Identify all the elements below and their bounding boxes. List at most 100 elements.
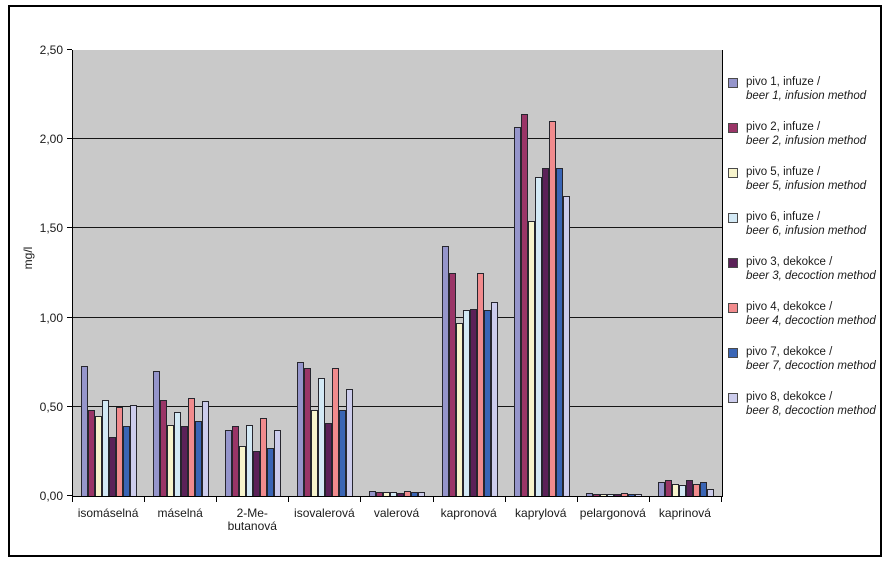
bar	[490, 301, 498, 496]
bar	[109, 437, 117, 496]
bar	[260, 417, 268, 496]
gridline	[73, 227, 722, 229]
bar	[153, 371, 161, 496]
bar-group-4	[289, 50, 361, 496]
bar	[534, 176, 542, 496]
bar	[239, 446, 247, 496]
bar	[102, 399, 110, 496]
bar	[297, 362, 305, 496]
bar	[599, 494, 607, 496]
bar	[202, 401, 210, 496]
bar	[346, 388, 354, 496]
y-tick-mark	[67, 227, 72, 229]
bar-group-5	[361, 50, 433, 496]
bar	[685, 479, 693, 496]
legend-label-czech: pivo 7, dekokce /	[746, 346, 833, 358]
bar	[671, 483, 679, 496]
bar-group-2	[145, 50, 217, 496]
bar	[585, 493, 593, 496]
bar	[455, 322, 463, 496]
bar	[620, 493, 628, 496]
y-tick-label: 2,50	[39, 43, 63, 57]
bar	[369, 490, 377, 496]
y-tick-label: 0,00	[39, 489, 63, 503]
gridline	[73, 316, 722, 318]
bar	[418, 492, 426, 496]
bar	[390, 492, 398, 496]
legend-label-czech: pivo 5, infuze /	[746, 166, 821, 178]
x-category-label: isovalerová	[294, 506, 355, 520]
legend-label-czech: pivo 3, dekokce /	[746, 256, 833, 268]
legend-label-czech: pivo 2, infuze /	[746, 121, 821, 133]
legend-swatch	[728, 78, 738, 88]
x-tick-mark	[360, 497, 362, 502]
x-category-label: kapronová	[440, 506, 497, 520]
y-tick-mark	[67, 49, 72, 50]
x-tick-mark	[721, 497, 722, 502]
legend-swatch	[728, 258, 738, 268]
bar	[548, 121, 556, 496]
bar	[476, 273, 484, 496]
bar	[130, 405, 138, 496]
bar-group-6	[434, 50, 506, 496]
bar	[267, 447, 275, 496]
x-tick-mark	[576, 497, 578, 502]
bar	[304, 367, 312, 496]
legend-item: pivo 6, infuze / beer 6, infusion method	[728, 210, 888, 238]
x-category-label: isomáselná	[77, 506, 139, 520]
bar	[253, 451, 261, 496]
bar	[95, 415, 103, 496]
bar	[555, 167, 563, 496]
legend-swatch	[728, 393, 738, 403]
x-category-label: valerová	[373, 506, 420, 520]
x-tick-mark	[288, 497, 290, 502]
bar	[246, 424, 254, 496]
bar	[188, 397, 196, 496]
bar	[520, 114, 528, 496]
legend-swatch	[728, 348, 738, 358]
x-tick-mark	[144, 497, 146, 502]
legend-label-english: beer 5, infusion method	[746, 180, 867, 192]
bar	[311, 410, 319, 496]
legend-swatch	[728, 213, 738, 223]
legend-item: pivo 5, infuze / beer 5, infusion method	[728, 165, 888, 193]
y-tick-mark	[67, 138, 72, 140]
legend-label-czech: pivo 4, dekokce /	[746, 301, 833, 313]
legend-label-english: beer 2, infusion method	[746, 135, 867, 147]
bar	[123, 426, 131, 496]
x-category-label: 2-Me-butanová	[227, 506, 277, 533]
bar	[527, 221, 535, 496]
y-tick-mark	[67, 405, 72, 407]
bar-group-7	[506, 50, 578, 496]
bar	[318, 378, 326, 496]
gridline	[73, 138, 722, 140]
bar	[562, 196, 570, 496]
x-category-label: pelargonová	[579, 506, 646, 520]
bar-group-3	[217, 50, 289, 496]
bar	[376, 492, 384, 496]
bar	[88, 410, 96, 496]
bar	[483, 310, 491, 496]
legend-item: pivo 2, infuze / beer 2, infusion method	[728, 120, 888, 148]
figure-border: mg/l 0,00 0,50 1,00 1,50 2,00 2,50 isomáselná…	[8, 5, 882, 557]
x-tick-mark	[72, 497, 73, 502]
bar	[627, 494, 635, 496]
y-tick-mark	[67, 316, 72, 318]
y-tick-label: 0,50	[39, 399, 63, 414]
bar	[174, 412, 182, 496]
plot-area	[72, 50, 723, 497]
y-tick-mark	[67, 495, 72, 496]
x-category-label: máselná	[157, 506, 203, 520]
bar-group-9	[650, 50, 722, 496]
bar	[232, 426, 240, 496]
bar	[116, 406, 124, 496]
legend-label-czech: pivo 6, infuze /	[746, 211, 821, 223]
legend-item: pivo 7, dekokce / beer 7, decoction metho…	[728, 345, 888, 373]
bar	[692, 483, 700, 496]
bar	[167, 424, 175, 496]
bar	[441, 246, 449, 496]
legend-label-english: beer 6, infusion method	[746, 225, 867, 237]
legend-label-english: beer 8, decoction method	[746, 405, 876, 417]
legend-item: pivo 4, dekokce / beer 4, decoction metho…	[728, 300, 888, 328]
